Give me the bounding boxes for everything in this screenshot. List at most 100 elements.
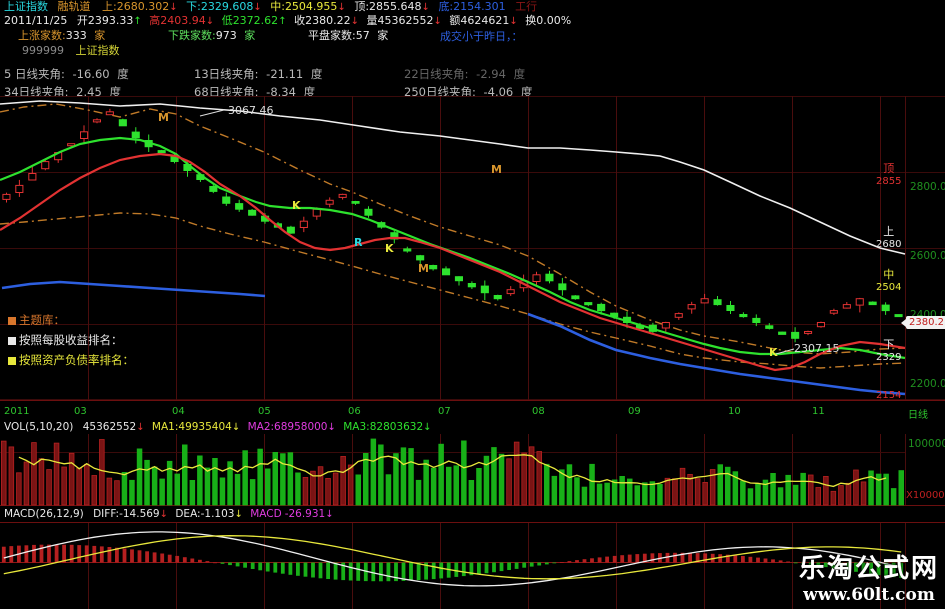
- price-axis-2800: 2800.0: [910, 181, 945, 193]
- angle-5d-label: 5 日线夹角:: [4, 67, 65, 81]
- volume-label: 量: [366, 14, 378, 27]
- band-upper-line: [0, 103, 906, 355]
- turnover-value: 0.00%: [536, 14, 572, 27]
- open-value: 2393.33: [87, 14, 134, 27]
- band-top-arrow: ↓: [421, 2, 430, 13]
- date-axis-period: 日线: [908, 410, 928, 421]
- vol-ma3-label: MA3:: [343, 421, 370, 433]
- angle-13d-label: 13日线夹角:: [194, 67, 259, 81]
- band-lower-value: 2329.608: [200, 0, 254, 13]
- high-value: 2403.94: [160, 14, 206, 27]
- macd-histogram: [1, 544, 904, 582]
- date-label-06: 06: [348, 406, 361, 417]
- macd-diff-label: DIFF:: [93, 508, 120, 520]
- vol-ma1-label: MA1:: [151, 421, 179, 433]
- price-axis-2600: 2600.0: [910, 250, 945, 262]
- date-axis: 2011 03 04 05 06 07 08 09 10 11 日线: [0, 400, 945, 422]
- low-label: 低: [221, 14, 233, 27]
- date-label-05: 05: [258, 406, 271, 417]
- low-arrow: ↑: [278, 16, 287, 27]
- annot-3067-leader: [199, 109, 225, 117]
- angle-34d: 34日线夹角: 2.45 度: [4, 86, 121, 98]
- header-declines: 下跌家数:973 家: [168, 30, 255, 42]
- angle-250d-value: -4.06: [483, 85, 514, 99]
- blue-line-right: [527, 312, 906, 396]
- volume-arrow: ↓: [433, 16, 442, 27]
- volume-indicator-arrow: ↓: [136, 422, 145, 433]
- macd-macd-label: MACD: [250, 508, 282, 520]
- band-label-upper-name: 上: [883, 225, 895, 238]
- angle-68d-value: -8.34: [266, 85, 296, 99]
- watermark-cn: 乐淘公式网: [798, 554, 939, 584]
- candlestick-series: [2, 108, 903, 343]
- legend-eps-rank[interactable]: 按照每股收益排名：: [8, 332, 123, 348]
- watermark: 乐淘公式网 www.60lt.com: [799, 548, 939, 605]
- volume-ma-line: [18, 454, 887, 488]
- date-label-08: 08: [532, 406, 545, 417]
- price-chart-panel[interactable]: 3067.46 2307.15 M K R K M M K 主题库： 按照每股收…: [0, 96, 945, 401]
- volume-indicator-header: VOL(5,10,20) 45362552↓ MA1:49935404↓ MA2…: [4, 421, 432, 434]
- macd-macd-value: -26.931: [284, 508, 326, 520]
- legend-theme-library[interactable]: 主题库：: [8, 312, 65, 328]
- date-label-04: 04: [172, 406, 185, 417]
- unchanged-label: 平盘家数:: [308, 29, 356, 42]
- date-label-2011: 2011: [4, 406, 30, 417]
- band-label-top-value: 2855: [876, 176, 902, 187]
- band-label-mid-name: 中: [883, 268, 895, 281]
- legend-debt-ratio-rank[interactable]: 按照资产负债率排名：: [8, 352, 134, 368]
- band-mid-arrow: ↓: [337, 2, 346, 13]
- band-top-label: 顶:: [354, 0, 370, 13]
- angle-250d-label: 250日线夹角:: [404, 85, 476, 99]
- angle-22d: 22日线夹角: -2.94 度: [404, 68, 525, 80]
- macd-diff-arrow: ↓: [159, 509, 168, 520]
- unchanged-count: 57: [355, 29, 370, 42]
- angle-13d-value: -21.11: [266, 67, 304, 81]
- band-upper-label: 上:: [102, 0, 117, 13]
- volume-axis-100000: 100000: [908, 438, 945, 450]
- band-label-mid: 中 2504: [876, 266, 901, 293]
- annotation-high: 3067.46: [228, 104, 274, 117]
- close-label: 收: [294, 14, 306, 27]
- angle-22d-label: 22日线夹角:: [404, 67, 469, 81]
- legend-theme-library-label: 主题库：: [19, 313, 65, 327]
- macd-diff-line: [3, 531, 902, 587]
- band-mid-value: 2504.955: [284, 0, 338, 13]
- macd-indicator-header: MACD(26,12,9) DIFF:-14.569↓ DEA:-1.103↓ …: [4, 508, 334, 521]
- declines-count: 973: [215, 29, 237, 42]
- macd-dea-value: -1.103: [200, 508, 235, 520]
- declines-unit: 家: [244, 29, 256, 42]
- band-bottom-value: 底:2154.301: [438, 0, 506, 13]
- amount-value: 4624621: [460, 14, 510, 27]
- band-label-top: 顶 2855: [876, 160, 901, 187]
- index-code-name: 上证指数: [75, 44, 120, 57]
- legend-eps-rank-label: 按照每股收益排名：: [19, 333, 123, 347]
- volume-panel[interactable]: VOL(5,10,20) 45362552↓ MA1:49935404↓ MA2…: [0, 420, 945, 506]
- vol-ma2-arrow: ↓: [327, 422, 336, 433]
- close-arrow: ↓: [350, 16, 359, 27]
- header-line2: 2011/11/25 开2393.33↑ 高2403.94↓ 低2372.62↑…: [4, 15, 571, 28]
- index-name: 上证指数: [4, 0, 48, 13]
- vol-ma1-value: 49935404: [178, 421, 232, 433]
- volume-indicator-value: 45362552: [82, 421, 137, 433]
- annot-2307-leader: [775, 348, 795, 355]
- marker-m-3: M: [418, 262, 429, 275]
- blue-line-left: [1, 280, 266, 298]
- angle-250d-unit: 度: [520, 85, 533, 99]
- band-upper-value: 2680.302: [116, 0, 170, 13]
- volume-bars: [0, 438, 905, 506]
- macd-panel[interactable]: MACD(26,12,9) DIFF:-14.569↓ DEA:-1.103↓ …: [0, 506, 945, 609]
- band-lower-line: [0, 212, 906, 369]
- header-code-row: 999999 上证指数: [22, 45, 120, 57]
- turnover-label: 换: [525, 14, 537, 27]
- vol-ma3-arrow: ↓: [423, 422, 432, 433]
- angle-5d-unit: 度: [117, 67, 129, 81]
- open-arrow: ↑: [133, 16, 142, 27]
- marker-k-1: K: [292, 199, 301, 212]
- angle-13d: 13日线夹角: -21.11 度: [194, 68, 322, 80]
- macd-dea-arrow: ↓: [234, 509, 243, 520]
- date-label-09: 09: [628, 406, 641, 417]
- vol-ma2-label: MA2:: [247, 421, 275, 433]
- legend-swatch-yellow: [8, 357, 16, 365]
- ma-red-line: [0, 152, 906, 372]
